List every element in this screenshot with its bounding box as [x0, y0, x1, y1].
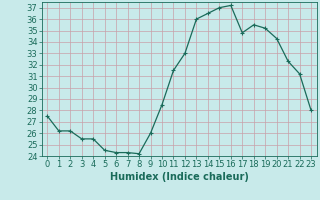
- X-axis label: Humidex (Indice chaleur): Humidex (Indice chaleur): [110, 172, 249, 182]
